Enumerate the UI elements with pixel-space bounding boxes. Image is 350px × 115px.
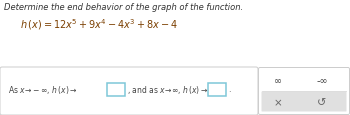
- FancyBboxPatch shape: [208, 83, 226, 96]
- Text: Determine the end behavior of the graph of the function.: Determine the end behavior of the graph …: [4, 3, 243, 12]
- Text: -∞: -∞: [316, 75, 328, 85]
- FancyBboxPatch shape: [259, 68, 350, 115]
- Text: ×: ×: [274, 97, 282, 107]
- Text: $h\,(x) = 12x^5+9x^4-4x^3+8x-4$: $h\,(x) = 12x^5+9x^4-4x^3+8x-4$: [20, 17, 178, 32]
- FancyBboxPatch shape: [107, 83, 125, 96]
- FancyBboxPatch shape: [0, 67, 258, 115]
- FancyBboxPatch shape: [261, 92, 346, 112]
- Text: ↺: ↺: [317, 97, 327, 107]
- Text: .: .: [228, 85, 230, 94]
- Text: ∞: ∞: [274, 75, 282, 85]
- Text: , and as $x\!\to\!\infty$, $h\,(x)\to$: , and as $x\!\to\!\infty$, $h\,(x)\to$: [127, 83, 208, 95]
- Text: As $x\!\to\!-\infty$, $h\,(x)\to$: As $x\!\to\!-\infty$, $h\,(x)\to$: [8, 83, 78, 95]
